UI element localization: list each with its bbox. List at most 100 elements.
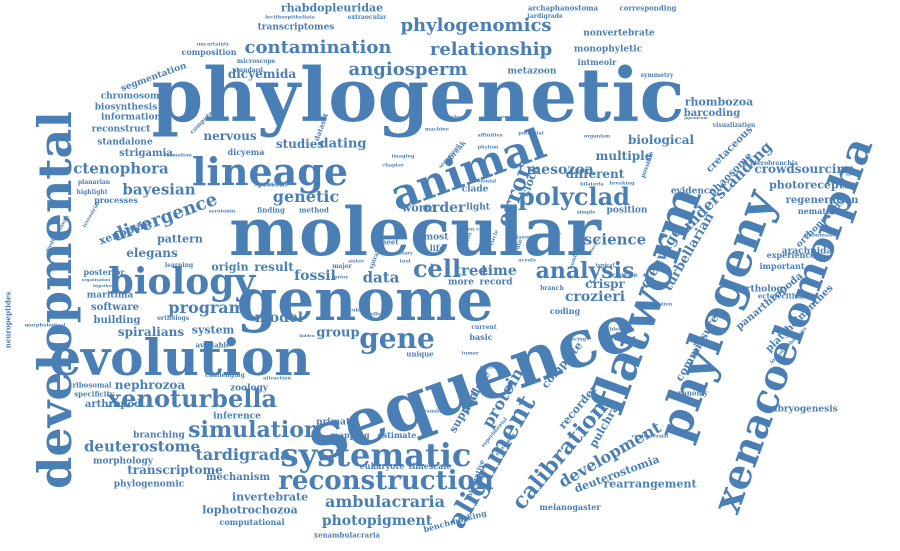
cloud-word: imaging [391, 153, 415, 160]
cloud-word: regeneration [785, 195, 859, 206]
cloud-word: neuropeptides [3, 291, 13, 349]
cloud-word: current [471, 324, 497, 331]
cloud-word: chapter [382, 162, 404, 169]
cloud-word: tracing [565, 336, 587, 343]
cloud-word: highlight [76, 189, 108, 196]
cloud-word: ribosomal [72, 380, 112, 390]
cloud-word: record [479, 277, 513, 288]
cloud-word: blebbing [609, 326, 635, 333]
cloud-word: group [316, 325, 360, 341]
cloud-word: model [254, 310, 304, 326]
cloud-word: biological [627, 133, 695, 147]
cloud-word: clade [461, 184, 489, 195]
cloud-word: symmetry [640, 72, 674, 79]
cloud-word: ambulacraria [325, 492, 445, 511]
cloud-word: tardigrada [195, 445, 291, 464]
cloud-word: origin [211, 260, 249, 274]
cloud-word: orthology [739, 284, 789, 295]
cloud-word: embryogenesis [762, 404, 838, 415]
cloud-word: ancestor [254, 182, 274, 187]
cloud-word: morphological [24, 322, 66, 329]
cloud-word: present [258, 179, 288, 189]
cloud-word: evidence [670, 186, 716, 197]
cloud-word: available [195, 340, 231, 350]
cloud-word: phylogenetic [151, 53, 685, 139]
cloud-word: genomic [480, 364, 504, 371]
cloud-word: ctenophora [73, 159, 169, 178]
cloud-word: melanogaster [539, 502, 601, 512]
cloud-word: extraocular [347, 14, 387, 21]
cloud-word: basic [469, 332, 493, 342]
cloud-word: unique [406, 349, 434, 359]
cloud-word: maritima [86, 290, 134, 301]
cloud-word: attraction [263, 375, 291, 382]
cloud-word: invertebrate [231, 490, 309, 504]
cloud-word: arthropod [84, 399, 142, 410]
cloud-word: generation [641, 301, 673, 308]
cloud-word: xenoturbella [106, 384, 278, 413]
cloud-word: software [91, 302, 139, 313]
cloud-word: microscope [236, 58, 276, 65]
cloud-word: member [440, 114, 464, 121]
cloud-word: crozieri [564, 289, 626, 305]
cloud-word: barcoding [683, 108, 741, 119]
cloud-word: intmeoir [577, 57, 617, 67]
cloud-word: multiple [595, 149, 653, 163]
cloud-word: bayesian [122, 180, 196, 199]
cloud-word: information [100, 112, 162, 123]
cloud-word: genetic [272, 187, 340, 206]
cloud-word: lecithoepitheliata [265, 14, 315, 21]
cloud-word: processes [94, 195, 138, 205]
cloud-word: building [93, 315, 141, 326]
cloud-word: machine [425, 126, 449, 133]
cloud-word: genome [236, 266, 494, 334]
cloud-word: hypothesi [93, 283, 115, 288]
cloud-word: orthologs [156, 315, 190, 322]
cloud-word: branch [540, 285, 564, 292]
cloud-word: dicyema [227, 147, 265, 157]
cloud-word: effect [370, 311, 386, 318]
cloud-word: japonicum [684, 115, 708, 120]
cloud-word: elegans [126, 246, 178, 260]
cloud-word: transcriptome [127, 463, 223, 477]
cloud-word: controversial [631, 433, 669, 440]
cloud-word: taxonomy [670, 388, 708, 398]
cloud-word: potential [518, 130, 544, 137]
cloud-word: ectolecithal [757, 291, 805, 301]
cloud-word: bilateria [580, 181, 604, 188]
cloud-word: lineage [191, 149, 349, 194]
cloud-word: challenging [205, 372, 245, 379]
cloud-word: relationship [429, 39, 553, 60]
cloud-word: monophyletic [573, 44, 643, 55]
cloud-word: biosynthesis [94, 102, 158, 113]
cloud-word: pattern [157, 232, 203, 246]
cloud-word: life [429, 243, 445, 253]
cloud-word: taxon [516, 234, 532, 241]
cloud-word: position [606, 205, 648, 216]
cloud-word: primate [316, 417, 356, 428]
cloud-word: gene [359, 322, 435, 355]
cloud-word: archaphanostoma [527, 3, 599, 13]
cloud-word: zoology [229, 383, 269, 394]
cloud-word: deuterostome [83, 437, 201, 456]
cloud-word: estimate [377, 430, 417, 440]
cloud-word: hidden [299, 333, 315, 338]
cloud-word: simulation [188, 417, 320, 443]
cloud-word: system [191, 323, 235, 337]
cloud-word: formation [164, 152, 192, 159]
cloud-word: corresponding [619, 3, 677, 13]
cloud-word: xenambulacraria [313, 530, 381, 540]
cloud-word: organisation [81, 277, 111, 282]
cloud-word: major [332, 263, 352, 270]
cloud-word: organism [583, 133, 611, 140]
cloud-word: pterobranchia [750, 160, 798, 167]
cloud-word: rhombozoa [684, 95, 754, 109]
cloud-word: mechanism [205, 472, 271, 483]
cloud-word: cell [412, 254, 462, 283]
cloud-word: finding [257, 205, 285, 215]
cloud-word: affinities [477, 132, 503, 139]
cloud-word: learning [164, 262, 194, 269]
cloud-word: systematic [280, 436, 472, 474]
cloud-word: more [448, 277, 474, 288]
